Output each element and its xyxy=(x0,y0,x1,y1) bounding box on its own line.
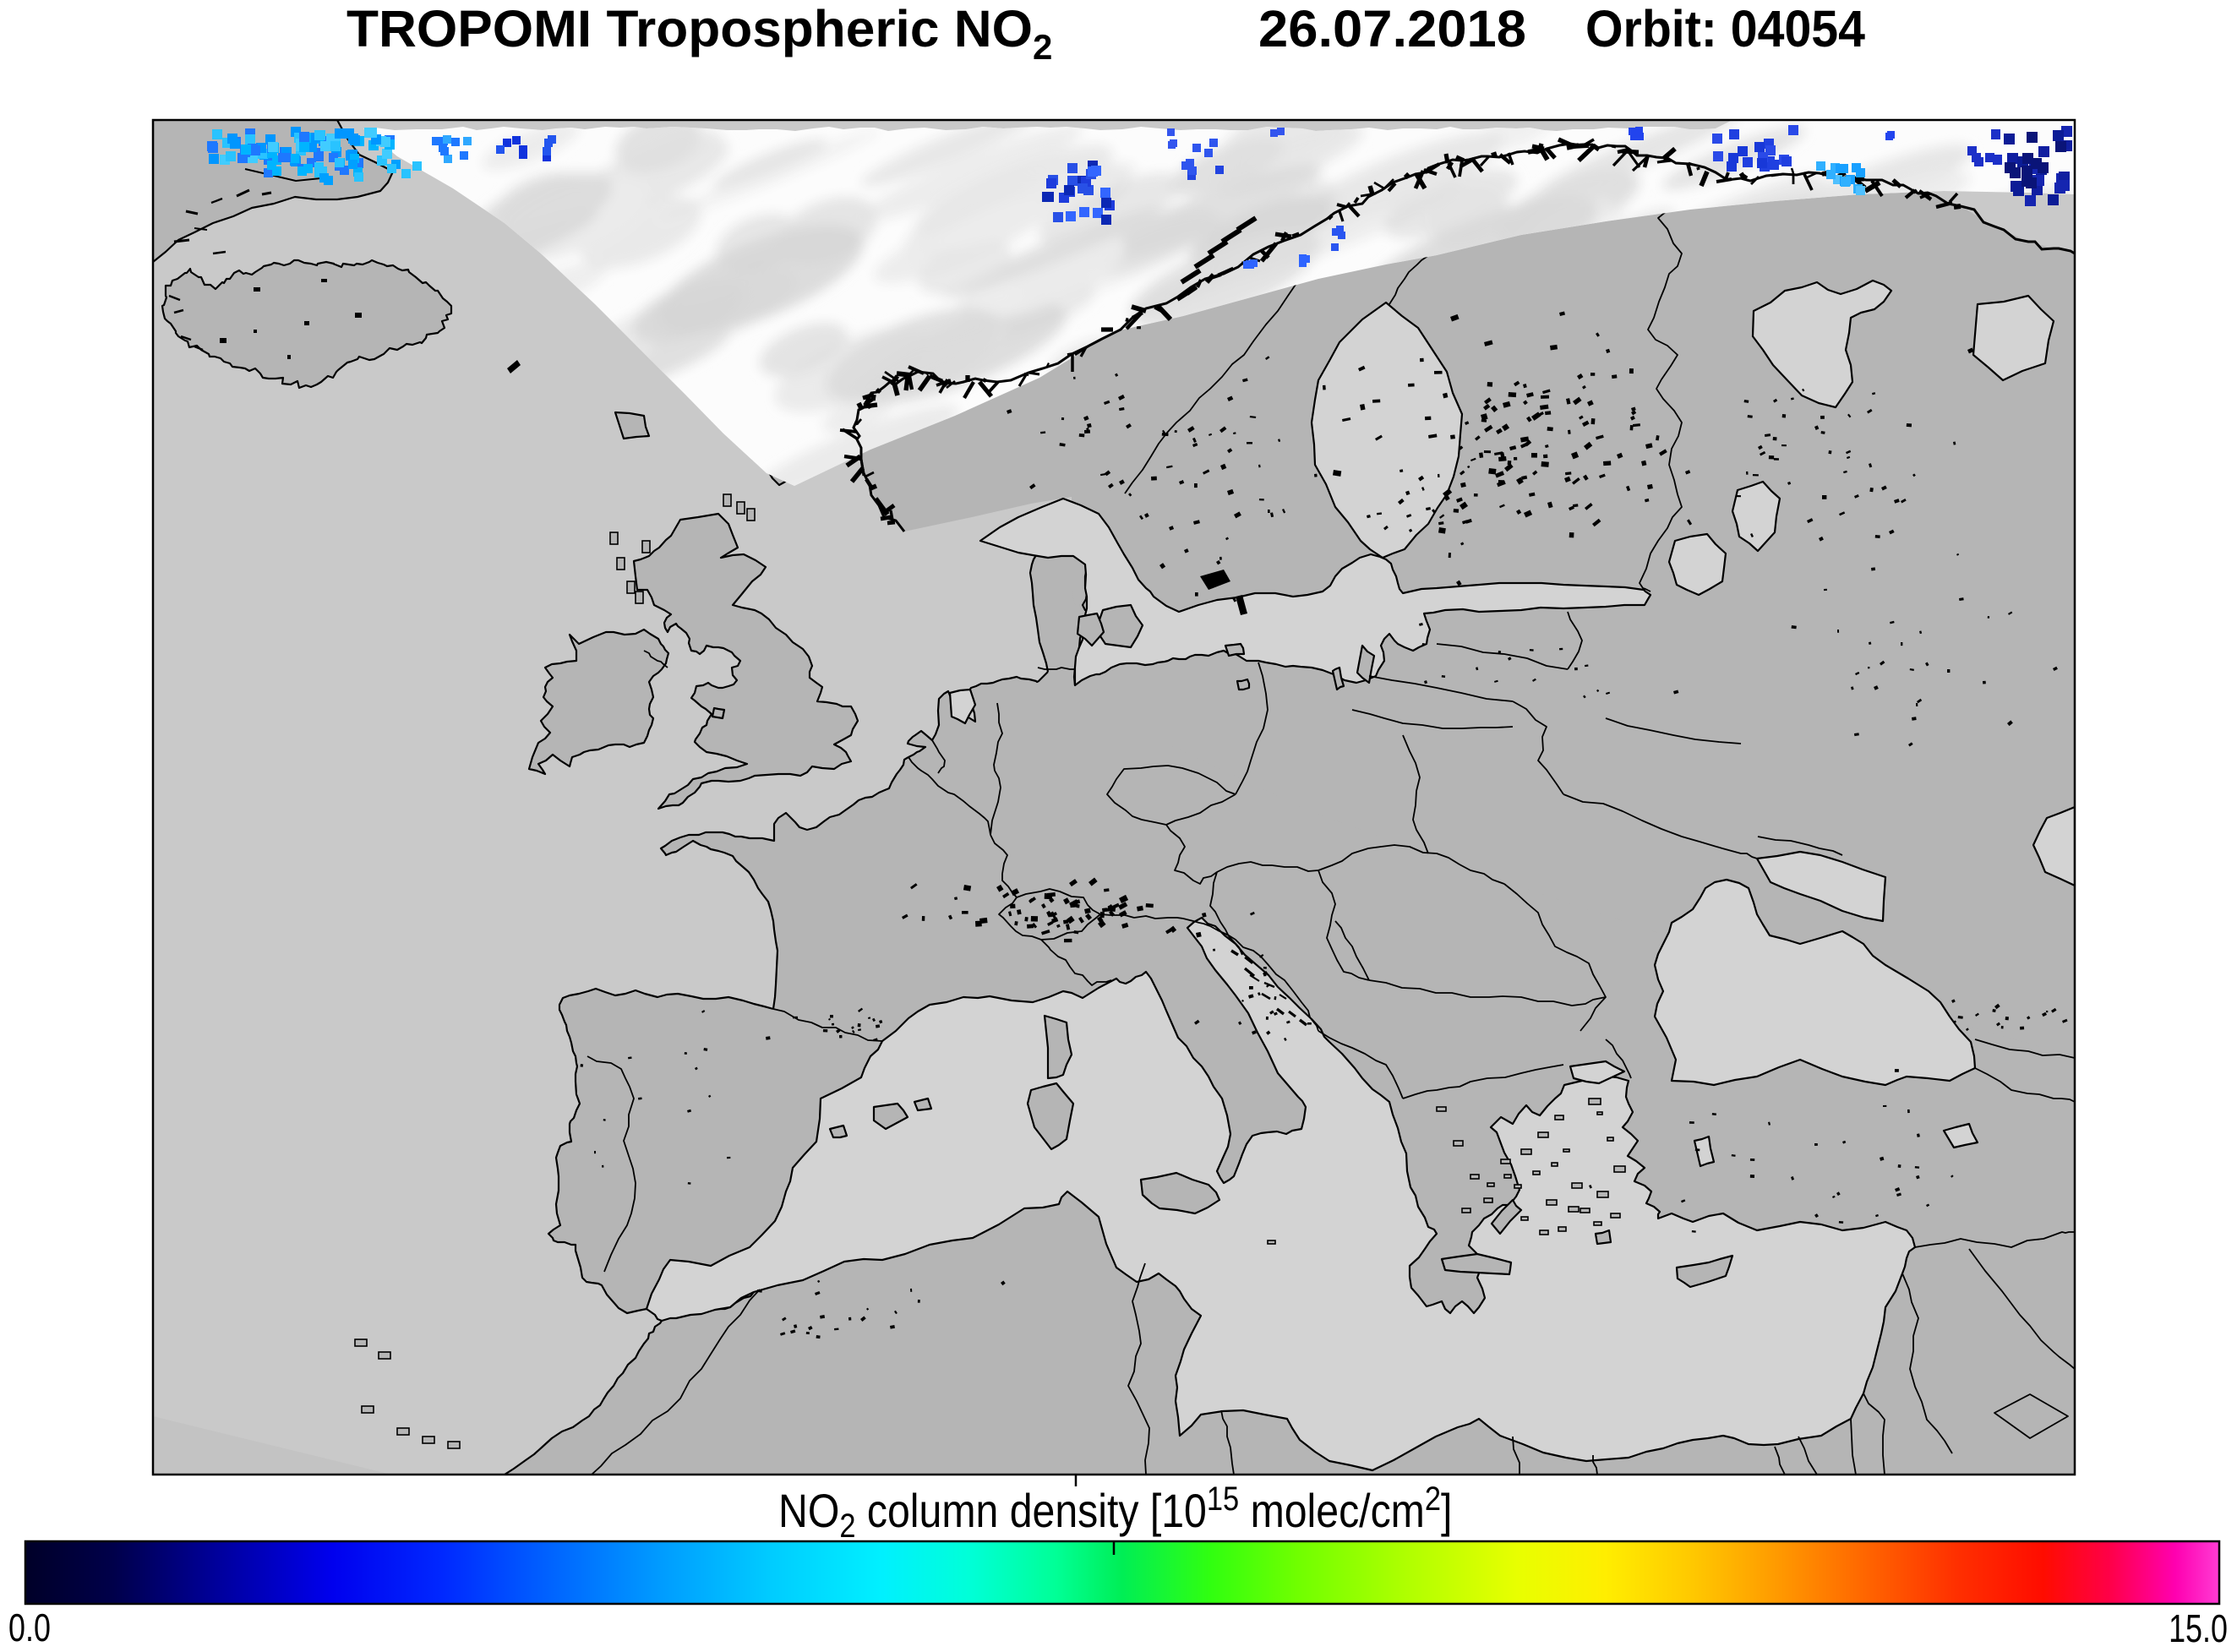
svg-text:2: 2 xyxy=(1033,27,1052,67)
svg-text:0.0: 0.0 xyxy=(8,1606,51,1648)
svg-text:TROPOMI Tropospheric NO: TROPOMI Tropospheric NO xyxy=(346,0,1033,57)
svg-text:NO2 column density [1015 molec: NO2 column density [1015 molec/cm2] xyxy=(778,1480,1452,1545)
svg-text:15.0: 15.0 xyxy=(2169,1607,2228,1648)
svg-text:26.07.2018: 26.07.2018 xyxy=(1258,0,1526,57)
svg-text:Orbit: 04054: Orbit: 04054 xyxy=(1585,0,1865,57)
